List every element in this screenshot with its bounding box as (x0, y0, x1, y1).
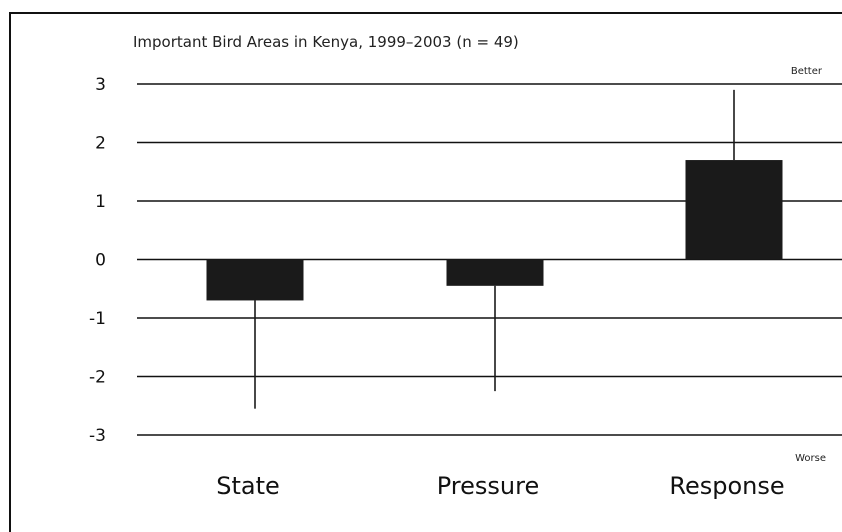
y-tick-label: 1 (95, 192, 106, 212)
y-tick-label: -2 (89, 368, 106, 388)
x-axis-categories: State Pressure Response (216, 472, 784, 500)
chart-title: Important Bird Areas in Kenya, 1999–2003… (133, 33, 519, 51)
bars (206, 160, 783, 301)
category-label: Pressure (437, 472, 539, 500)
category-label: Response (669, 472, 784, 500)
worse-label: Worse (795, 453, 826, 464)
y-tick-label: 2 (95, 134, 106, 154)
category-label: State (216, 472, 280, 500)
y-tick-label: 0 (95, 251, 106, 271)
y-tick-label: -1 (89, 309, 106, 329)
y-axis-ticks: 3 2 1 0 -1 -2 -3 (89, 75, 106, 446)
y-tick-label: 3 (95, 75, 106, 95)
y-tick-label: -3 (89, 426, 106, 446)
chart-frame (9, 12, 842, 532)
bar-pressure (446, 259, 544, 286)
bar-state (206, 259, 304, 301)
error-bars (254, 89, 735, 409)
bar-response (685, 160, 783, 260)
better-label: Better (791, 66, 823, 77)
